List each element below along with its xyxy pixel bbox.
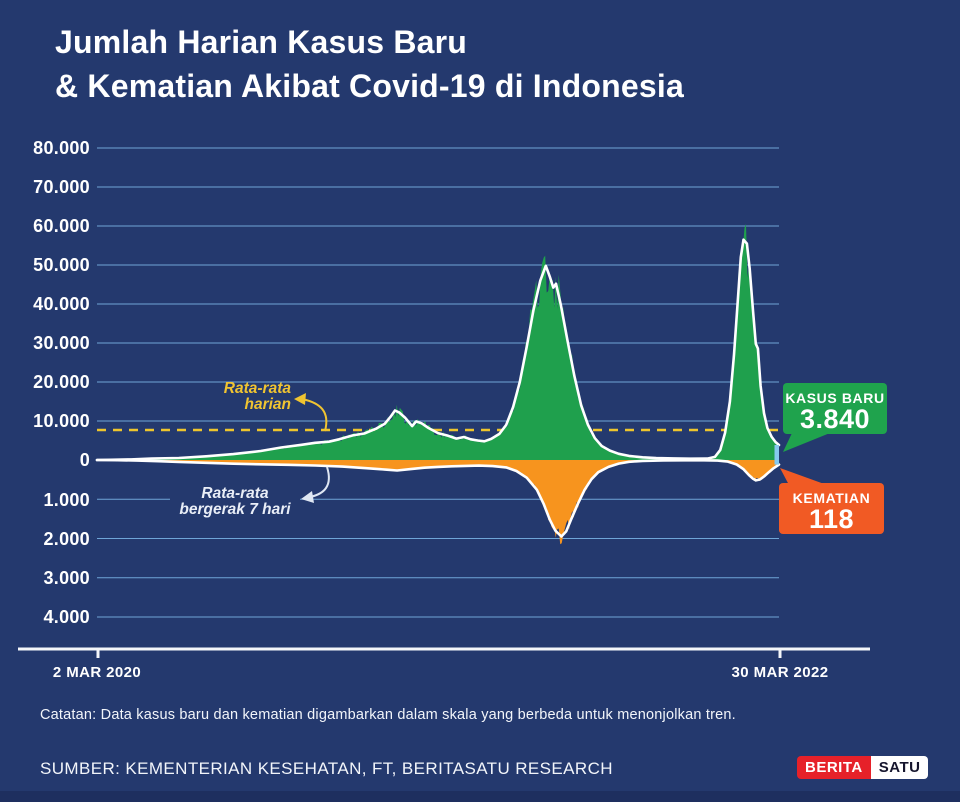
new-cases-callout: KASUS BARU 3.840	[783, 383, 887, 434]
page-title-line2: & Kematian Akibat Covid-19 di Indonesia	[55, 68, 684, 104]
page-title-line1: Jumlah Harian Kasus Baru	[55, 24, 468, 60]
page-title: Jumlah Harian Kasus Baru & Kematian Akib…	[55, 20, 684, 108]
cases-tick-10000: 10.000	[33, 411, 90, 431]
x-axis-end-label: 30 MAR 2022	[731, 664, 829, 681]
new-cases-value: 3.840	[799, 404, 871, 434]
bottom-edge-strip	[0, 791, 960, 802]
annotation-daily-average-line2: harian	[244, 396, 291, 413]
cases-tick-60000: 60.000	[33, 216, 90, 236]
deaths-tick-3000: 3.000	[43, 568, 90, 588]
deaths-label: KEMATIAN	[792, 490, 871, 506]
logo-satu-part: SATU	[870, 756, 929, 779]
annotation-moving-average-line2: bergerak 7 hari	[179, 501, 291, 518]
logo-berita-part: BERITA	[797, 756, 871, 779]
cases-tick-70000: 70.000	[33, 177, 90, 197]
deaths-callout: KEMATIAN 118	[779, 483, 884, 534]
new-cases-label: KASUS BARU	[785, 390, 885, 406]
cases-tick-30000: 30.000	[33, 333, 90, 353]
cases-tick-50000: 50.000	[33, 255, 90, 275]
annotation-moving-average-line1: Rata-rata	[201, 485, 269, 502]
beritasatu-logo: BERITA SATU	[797, 756, 929, 779]
footnote: Catatan: Data kasus baru dan kematian di…	[40, 707, 736, 723]
deaths-value: 118	[808, 504, 855, 534]
source-line: SUMBER: KEMENTERIAN KESEHATAN, FT, BERIT…	[40, 759, 613, 778]
cases-tick-80000: 80.000	[33, 138, 90, 158]
cases-tick-20000: 20.000	[33, 372, 90, 392]
x-axis-start-label: 2 MAR 2020	[52, 664, 142, 681]
cases-tick-0: 0	[79, 450, 90, 470]
annotation-daily-average-line1: Rata-rata	[223, 380, 291, 397]
cases-tick-40000: 40.000	[33, 294, 90, 314]
annotation-daily-average: Rata-rata harian	[185, 381, 291, 413]
deaths-tick-4000: 4.000	[43, 607, 90, 627]
deaths-tick-1000: 1.000	[43, 490, 90, 510]
deaths-tick-2000: 2.000	[43, 529, 90, 549]
annotation-moving-average: Rata-rata bergerak 7 hari	[170, 485, 300, 519]
